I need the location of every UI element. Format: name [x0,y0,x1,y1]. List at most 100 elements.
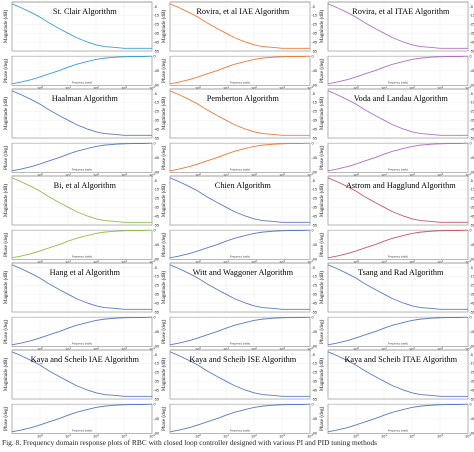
y-tick-label: -35 [312,292,318,296]
y-tick-label: -90 [312,345,318,349]
x-tick-label: 102 [93,433,99,438]
frequency-axis-label: Frequency (rad/s) [230,429,251,433]
x-tick-label: 101 [223,85,229,91]
x-tick-label: 102 [251,172,257,178]
chart-11-phase-panel: -90 -45 0 Phase (deg) 100 101 102 103 104 Frequen… [318,315,474,351]
chart-1-mag-panel: -55 -45 -35 -25 -15 -5 Magnitude (dB) Rovira, e… [160,1,318,53]
x-tick-label: 102 [251,346,257,352]
y-tick-label: -45 [312,127,318,131]
y-tick-label: -45 [312,40,318,44]
frequency-axis-label: Frequency (rad/s) [230,255,251,259]
magnitude-axis-label: Magnitude (dB) [2,358,9,392]
x-tick-label: 100 [195,259,201,265]
phase-axis-label: Phase (deg) [160,58,167,83]
chart-9-phase-panel: -90 -45 0 Phase (deg) 100 101 102 103 104 Frequen… [2,315,159,351]
y-tick-label: -35 [154,292,160,296]
x-tick-label: 104 [149,85,155,91]
plot-frame [169,88,311,139]
frequency-axis-label: Frequency (rad/s) [388,342,409,346]
plot-frame [11,175,153,226]
chart-5-phase-line [327,142,469,172]
y-tick-label: -15 [154,362,160,366]
phase-axis-label: Phase (deg) [2,232,9,257]
chart-4-title: Pemberton Algorithm [207,94,280,103]
magnitude-axis-label: Magnitude (dB) [318,97,325,131]
y-tick-label: -5 [312,5,315,9]
phase-axis-label: Phase (deg) [160,232,167,257]
x-tick-label: 100 [195,85,201,91]
y-tick-label: -45 [312,243,318,247]
x-tick-label: 100 [353,346,359,352]
chart-10-phase-line [169,316,311,346]
magnitude-axis-label: Magnitude (dB) [2,271,9,305]
chart-8-mag-line [327,177,468,223]
y-tick-label: 0 [154,54,156,58]
x-tick-label: 102 [251,433,257,438]
y-tick-label: 0 [154,141,156,145]
phase-axis-label: Phase (deg) [160,145,167,170]
y-tick-label: -55 [312,49,318,53]
chart-3-mag-panel: -55 -45 -35 -25 -15 -5 Magnitude (dB) Haalman A… [2,88,160,140]
y-tick-label: -90 [312,432,318,436]
y-tick-label: -5 [312,179,315,183]
chart-7-mag-line [169,177,310,223]
y-tick-label: -5 [312,92,315,96]
chart-7-phase-line [169,229,311,259]
chart-1-mag-line [169,3,310,49]
chart-8-mag-panel: -55 -45 -35 -25 -15 -5 Magnitude (dB) Astrom an… [318,175,474,227]
x-tick-label: 104 [307,172,313,178]
x-tick-label: 102 [409,85,415,91]
chart-13-mag-line [169,351,310,397]
y-tick-label: -45 [470,417,474,421]
y-tick-label: -35 [470,292,474,296]
phase-axis-label: Phase (deg) [2,58,9,83]
x-tick-label: 101 [65,433,71,438]
y-tick-label: -55 [154,397,160,401]
y-tick-label: -25 [312,197,318,201]
magnitude-axis-label: Magnitude (dB) [318,10,325,44]
y-tick-label: -90 [312,171,318,175]
y-tick-label: -45 [470,330,474,334]
chart-1-title: Rovira, et al IAE Algorithm [196,7,289,16]
x-tick-label: 102 [93,172,99,178]
y-tick-label: -45 [154,214,160,218]
x-tick-label: 103 [121,433,127,438]
x-tick-label: 103 [121,346,127,352]
y-tick-label: -90 [154,84,160,88]
x-tick-label: 103 [121,85,127,91]
y-tick-label: -5 [154,353,157,357]
chart-2-phase-line [327,55,469,85]
y-tick-label: -45 [470,156,474,160]
chart-2-phase-panel: -90 -45 0 Phase (deg) 100 101 102 103 104 Frequen… [318,54,474,90]
magnitude-axis-label: Magnitude (dB) [2,10,9,44]
x-tick-label: 100 [195,346,201,352]
chart-5-title: Voda and Landau Algorithm [354,94,449,103]
x-tick-label: 103 [437,172,443,178]
y-tick-label: -25 [312,110,318,114]
y-tick-label: -90 [154,258,160,262]
y-tick-label: -15 [312,188,318,192]
chart-11-title: Tsang and Rad Algorithm [358,268,444,277]
y-tick-label: -55 [154,223,160,227]
x-tick-label: 103 [437,346,443,352]
y-tick-label: 0 [470,228,472,232]
chart-12-phase-line [11,403,153,433]
y-tick-label: -5 [154,266,157,270]
y-tick-label: -25 [154,110,160,114]
y-tick-label: -15 [312,101,318,105]
x-tick-label: 104 [307,346,313,352]
y-tick-label: -5 [154,179,157,183]
y-tick-label: -25 [312,23,318,27]
y-tick-label: -15 [470,275,474,279]
y-tick-label: -35 [470,31,474,35]
chart-11-mag-panel: -55 -45 -35 -25 -15 -5 Magnitude (dB) Tsang and… [318,262,474,314]
y-tick-label: -35 [154,379,160,383]
y-tick-label: -45 [154,301,160,305]
phase-axis-label: Phase (deg) [160,406,167,431]
y-tick-label: -90 [470,171,474,175]
y-tick-label: -35 [154,118,160,122]
frequency-axis-label: Frequency (rad/s) [72,168,93,172]
y-tick-label: -5 [470,92,473,96]
y-tick-label: 0 [154,228,156,232]
x-tick-label: 102 [251,85,257,91]
